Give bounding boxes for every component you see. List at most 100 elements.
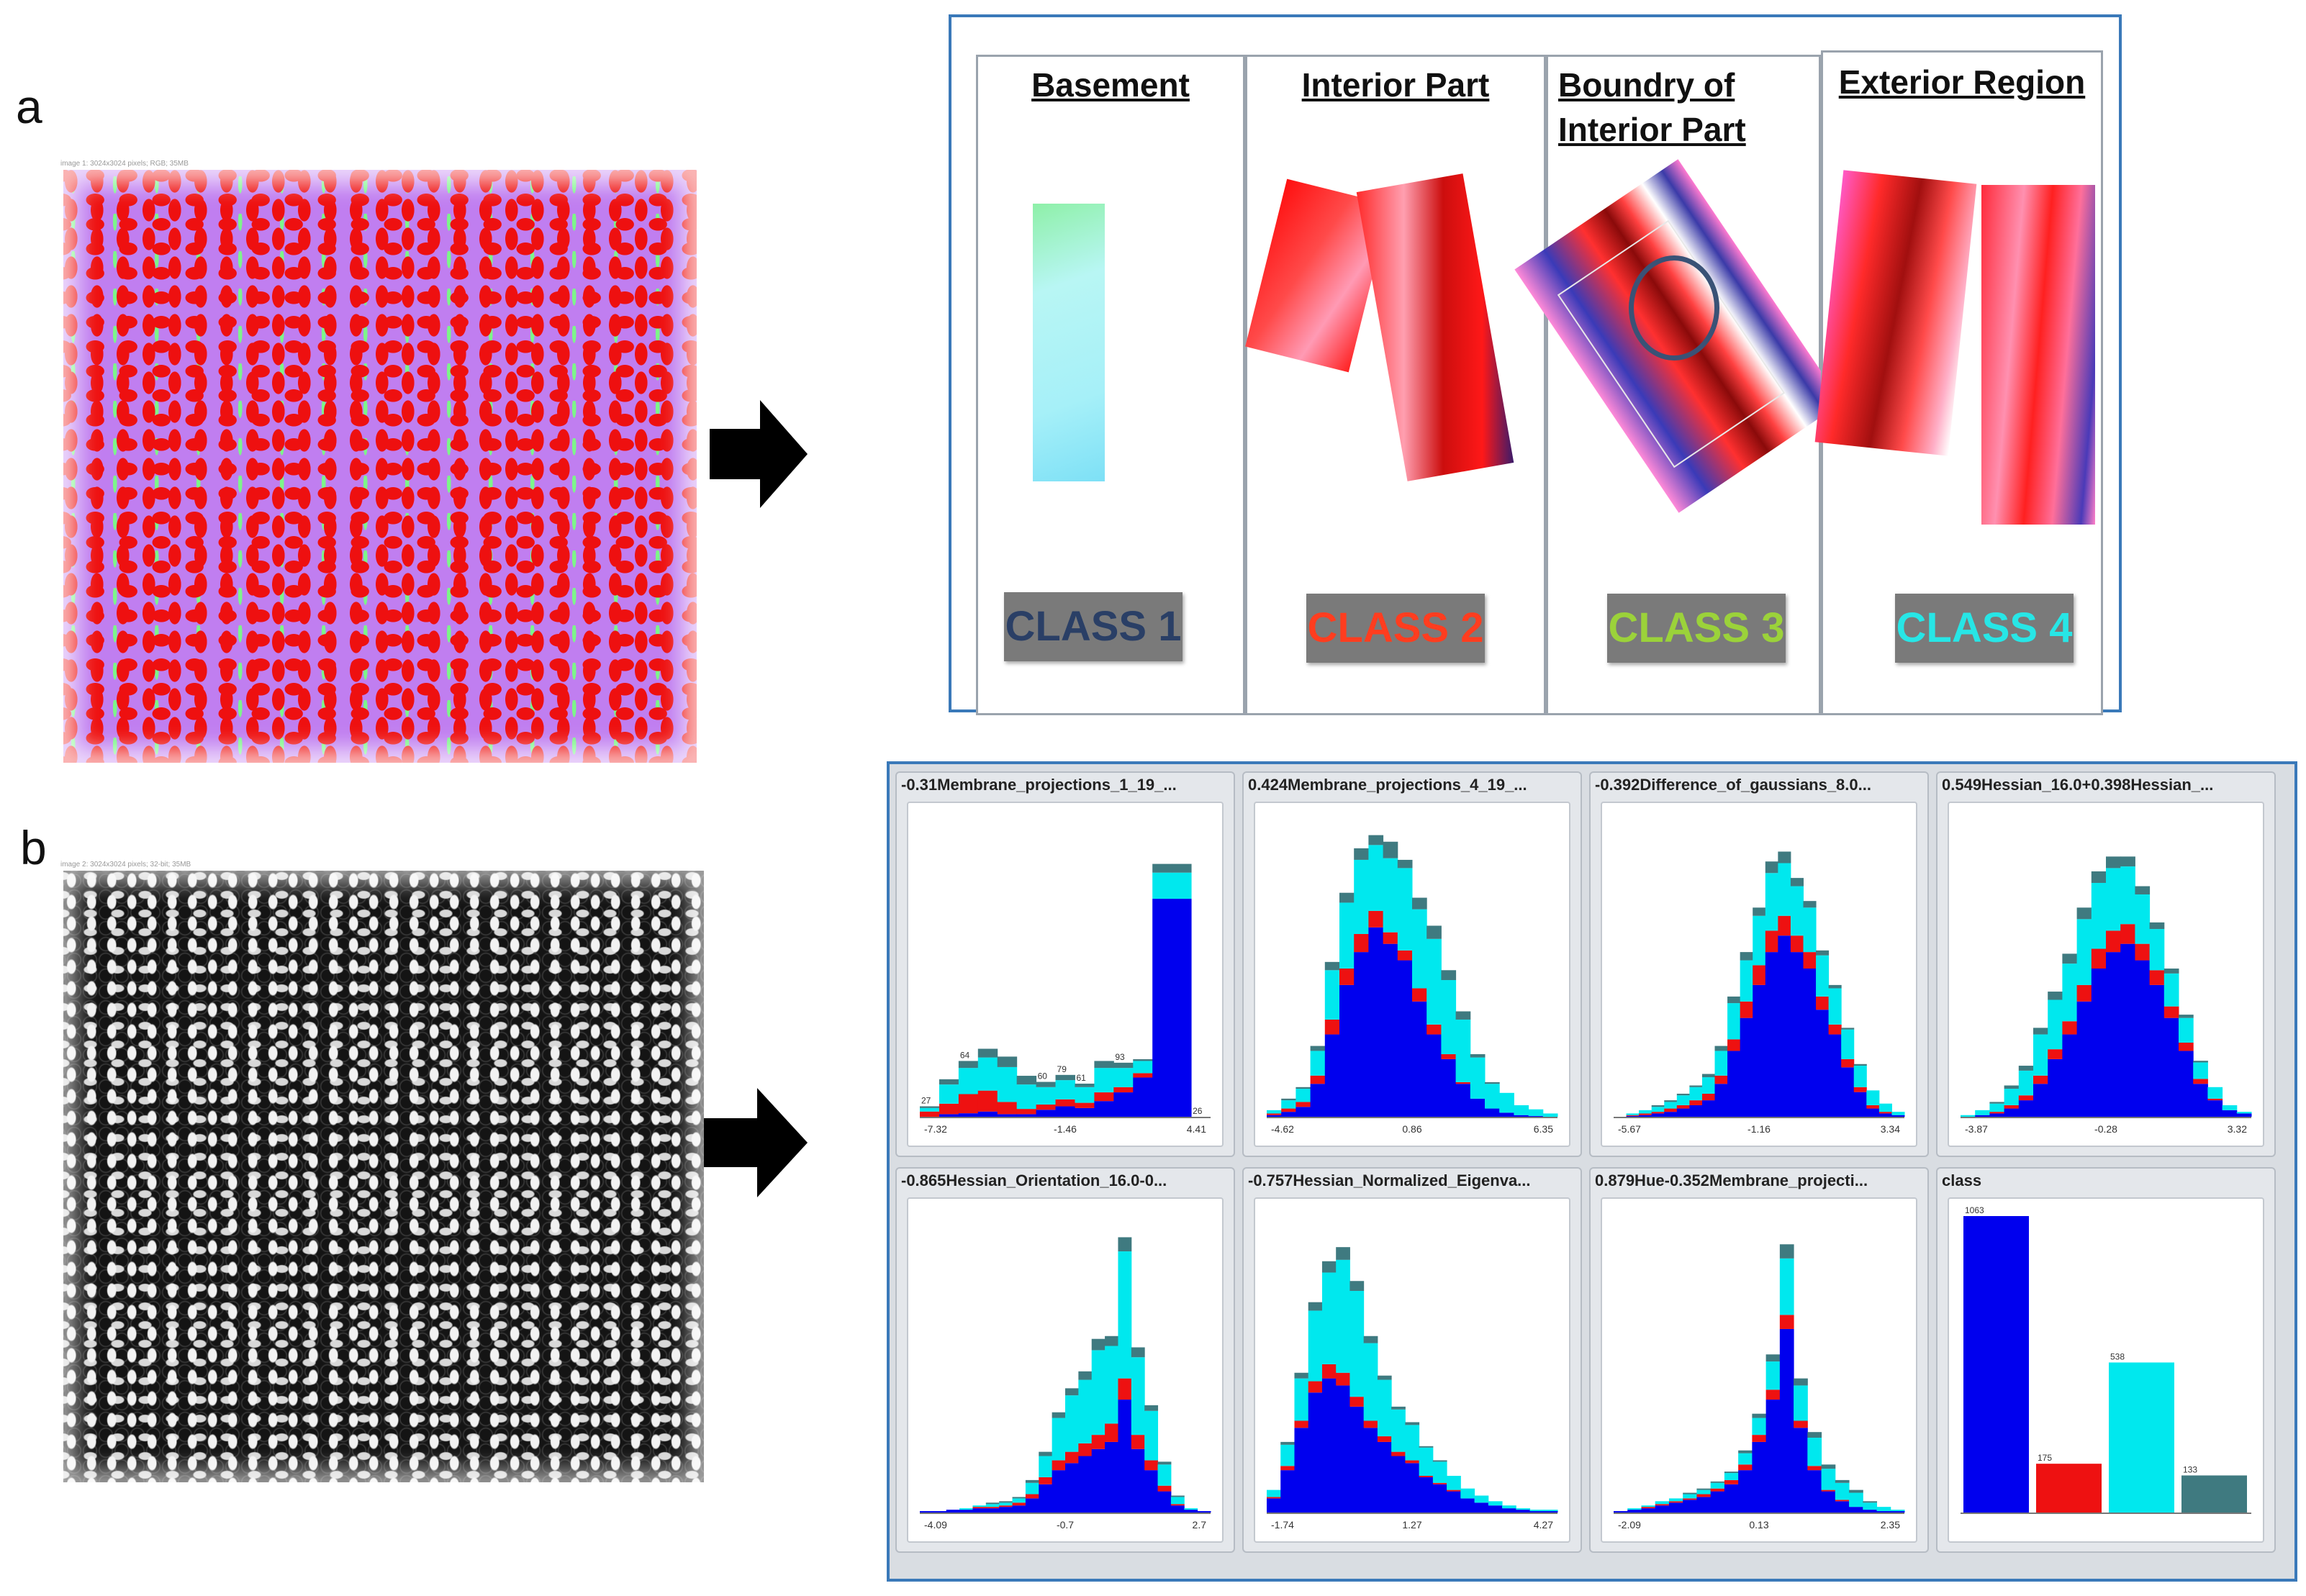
histogram-bin-class3 xyxy=(1499,1092,1514,1113)
histogram-bin-class1 xyxy=(1668,1502,1683,1513)
histogram-bin-class1 xyxy=(1651,1113,1665,1117)
histogram-bin-class2 xyxy=(1377,1436,1392,1442)
histogram-bin-class2 xyxy=(2193,1079,2208,1084)
histogram-bin-class1 xyxy=(1267,1115,1282,1117)
class-column-boundary: Boundry of Interior Part CLASS 3 xyxy=(1514,55,1842,715)
histogram-bin-class2 xyxy=(1055,1099,1075,1107)
histogram-bin-class2 xyxy=(1091,1435,1105,1449)
histogram-bin-class3 xyxy=(1529,1510,1545,1512)
histogram-bin-class1 xyxy=(1377,1441,1392,1513)
histogram-bin-class3 xyxy=(1432,1461,1447,1483)
histogram-bin-class2 xyxy=(1714,1075,1728,1084)
histogram-svg: -4.09 -0.7 2.7 xyxy=(920,1237,1211,1531)
histogram-bin-class1 xyxy=(2120,943,2135,1117)
histogram-bin-class4 xyxy=(1172,863,1192,873)
histogram-bin-class2 xyxy=(1779,1315,1794,1329)
histogram-bin-class1 xyxy=(1012,1505,1026,1513)
histogram-bin-class2 xyxy=(2106,930,2121,953)
histogram-bin-class3 xyxy=(1354,859,1369,934)
histogram-bin-class2 xyxy=(1738,1464,1753,1471)
histogram-bin-class2 xyxy=(1626,1115,1640,1116)
class-badge-label: CLASS 1 xyxy=(1005,603,1182,650)
bin-count-label: 26 xyxy=(1193,1106,1203,1116)
histogram-bin-class4 xyxy=(1455,1011,1471,1020)
histogram-bin-class2 xyxy=(1753,965,1766,985)
histogram-bin-class4 xyxy=(1296,1087,1311,1089)
histogram-cell: -0.392Difference_of_gaussians_8.0... -5.6… xyxy=(1589,771,1929,1157)
histogram-bin-class3 xyxy=(1488,1501,1503,1506)
bar-class1 xyxy=(1963,1216,2029,1513)
histogram-bin-class1 xyxy=(1835,1501,1850,1513)
histogram-bin-class2 xyxy=(2062,1021,2078,1035)
histogram-plot: -2.09 0.13 2.35 xyxy=(1601,1197,1917,1543)
histogram-bin-class3 xyxy=(977,1057,998,1091)
histogram-bin-class4 xyxy=(958,1061,979,1069)
histogram-bin-class4 xyxy=(1683,1492,1697,1495)
class-badge-3: CLASS 3 xyxy=(1607,594,1786,663)
histogram-bin-class1 xyxy=(1724,1484,1739,1513)
histogram-bin-class3 xyxy=(1363,1343,1378,1421)
histogram-bin-class1 xyxy=(2222,1110,2238,1117)
histogram-bin-class1 xyxy=(1324,1034,1340,1117)
histogram-bin-class3 xyxy=(2135,894,2151,944)
histogram-bin-class3 xyxy=(1641,1505,1656,1507)
histogram-bin-class1 xyxy=(977,1111,998,1117)
histogram-bin-class3 xyxy=(1655,1501,1670,1505)
histogram-bin-class3 xyxy=(1543,1510,1558,1512)
x-tick-label: -0.28 xyxy=(2094,1123,2117,1135)
histogram-bin-class2 xyxy=(1296,1102,1311,1107)
histogram-bin-class3 xyxy=(1676,1095,1690,1105)
histogram-bin-class4 xyxy=(1432,1460,1447,1462)
histogram-bin-class4 xyxy=(1368,835,1384,845)
histogram-bin-class1 xyxy=(1267,1498,1281,1513)
histogram-bin-class4 xyxy=(939,1079,959,1085)
histogram-bin-class1 xyxy=(1890,1511,1905,1513)
histogram-bin-class3 xyxy=(985,1504,1000,1507)
histogram-title: -0.757Hessian_Normalized_Eigenva... xyxy=(1248,1171,1531,1189)
histogram-bin-class1 xyxy=(1502,1508,1516,1513)
histogram-bin-class2 xyxy=(2091,948,2107,969)
histogram-bin-class1 xyxy=(1447,1491,1461,1513)
sample-patch xyxy=(1356,173,1514,481)
histogram-bin-class3 xyxy=(1683,1494,1697,1499)
histogram-bin-class1 xyxy=(1765,952,1778,1117)
x-tick-label: 2.7 xyxy=(1193,1519,1207,1531)
histogram-bin-class1 xyxy=(1753,984,1766,1117)
histogram-bin-class2 xyxy=(1419,1475,1434,1477)
histogram-bin-class2 xyxy=(1835,1500,1850,1502)
histogram-bin-class1 xyxy=(1455,1084,1471,1117)
sample-patch xyxy=(1814,170,1977,456)
histogram-bin-class4 xyxy=(2033,1028,2048,1035)
histogram-bin-class3 xyxy=(939,1084,959,1104)
x-tick-label: 6.35 xyxy=(1534,1123,1553,1135)
histogram-bin-class1 xyxy=(985,1508,1000,1513)
histogram-bin-class1 xyxy=(1853,1092,1867,1117)
histogram-bin-class2 xyxy=(1878,1112,1892,1114)
histogram-bin-class2 xyxy=(1078,1443,1093,1456)
histogram-bin-class3 xyxy=(1890,1510,1905,1512)
histogram-bin-class1 xyxy=(1683,1500,1697,1513)
histogram-bin-class2 xyxy=(1655,1504,1670,1506)
histogram-bin-class1 xyxy=(1701,1100,1716,1117)
histogram-bin-class2 xyxy=(1170,1504,1185,1506)
histogram-bin-class2 xyxy=(1727,1039,1741,1051)
histogram-bin-class1 xyxy=(1036,1110,1057,1117)
histogram-bin-class1 xyxy=(2018,1100,2034,1117)
image-a-caption: image 1: 3024x3024 pixels; RGB; 35MB xyxy=(60,160,189,168)
histogram-bin-class4 xyxy=(1339,892,1355,903)
histogram-bin-class2 xyxy=(1701,1093,1716,1101)
histogram-bin-class3 xyxy=(1447,1475,1461,1490)
histogram-bin-class2 xyxy=(1012,1502,1026,1506)
histogram-bin-class1 xyxy=(1075,1107,1095,1117)
histogram-bin-class1 xyxy=(1516,1510,1531,1513)
histogram-bin-class2 xyxy=(999,1505,1013,1507)
histogram-bin-class3 xyxy=(1961,1115,1976,1117)
bin-count-label: 27 xyxy=(921,1095,931,1105)
histogram-bin-class4 xyxy=(1065,1388,1079,1396)
histogram-bin-class1 xyxy=(1696,1497,1712,1513)
bin-count-label: 60 xyxy=(1038,1071,1048,1082)
histogram-bin-class4 xyxy=(2163,969,2179,974)
x-tick-label: 1.27 xyxy=(1402,1519,1421,1531)
histogram-bin-class4 xyxy=(1696,1488,1712,1490)
histogram-bin-class3 xyxy=(999,1502,1013,1506)
